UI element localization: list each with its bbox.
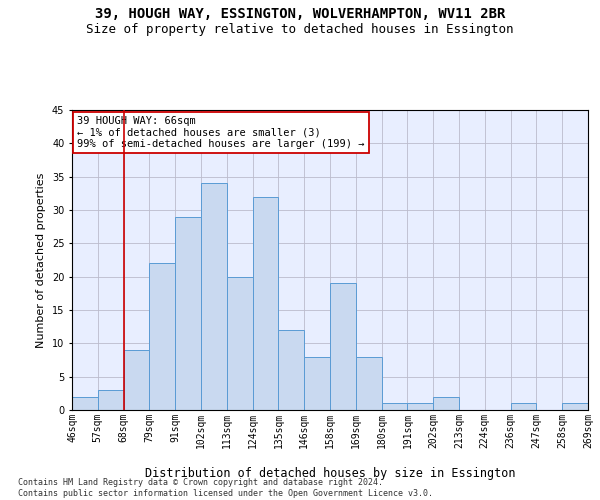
Text: 39, HOUGH WAY, ESSINGTON, WOLVERHAMPTON, WV11 2BR: 39, HOUGH WAY, ESSINGTON, WOLVERHAMPTON,… [95, 8, 505, 22]
Bar [433, 396, 459, 410]
Y-axis label: Number of detached properties: Number of detached properties [37, 172, 46, 348]
Text: Size of property relative to detached houses in Essington: Size of property relative to detached ho… [86, 22, 514, 36]
Bar [227, 276, 253, 410]
Bar [407, 404, 433, 410]
Bar [201, 184, 227, 410]
Text: Distribution of detached houses by size in Essington: Distribution of detached houses by size … [145, 467, 515, 480]
Text: 39 HOUGH WAY: 66sqm
← 1% of detached houses are smaller (3)
99% of semi-detached: 39 HOUGH WAY: 66sqm ← 1% of detached hou… [77, 116, 365, 149]
Bar [304, 356, 330, 410]
Text: Contains HM Land Registry data © Crown copyright and database right 2024.
Contai: Contains HM Land Registry data © Crown c… [18, 478, 433, 498]
Bar [330, 284, 356, 410]
Bar [175, 216, 201, 410]
Bar [382, 404, 407, 410]
Bar [278, 330, 304, 410]
Bar [124, 350, 149, 410]
Bar [72, 396, 98, 410]
Bar [356, 356, 382, 410]
Bar [562, 404, 588, 410]
Bar [511, 404, 536, 410]
Bar [98, 390, 124, 410]
Bar [253, 196, 278, 410]
Bar [149, 264, 175, 410]
